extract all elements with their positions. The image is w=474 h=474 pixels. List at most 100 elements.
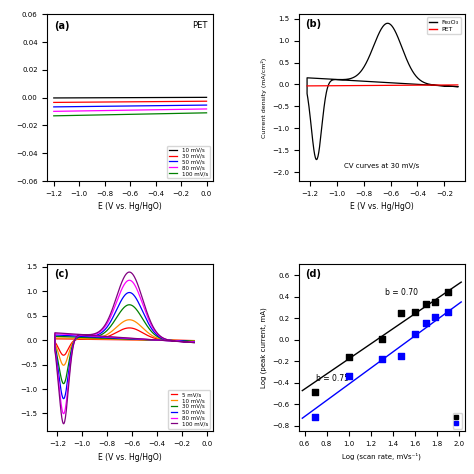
Point [398,352,405,360]
100 mV/s [191,340,197,346]
10 mV/s [204,94,210,100]
5 mV/s [191,338,197,344]
50 mV/s [127,290,132,295]
Line: 80 mV/s: 80 mV/s [54,109,207,111]
Point [422,319,429,327]
5 mV/s [61,352,66,358]
10 mV/s [142,95,147,100]
Text: (a): (a) [54,21,70,31]
80 mV/s [51,109,56,114]
50 mV/s [145,103,150,109]
80 mV/s [124,278,130,284]
Line: 30 mV/s: 30 mV/s [55,305,194,383]
Line: 10 mV/s: 10 mV/s [54,97,207,98]
80 mV/s [191,339,197,345]
Line: 80 mV/s: 80 mV/s [55,280,194,414]
50 mV/s [82,334,88,339]
50 mV/s [52,104,57,109]
Line: 5 mV/s: 5 mV/s [55,328,194,355]
30 mV/s [82,335,88,340]
100 mV/s [52,113,57,118]
Point [378,335,386,343]
30 mV/s [191,338,197,344]
Point [445,308,452,316]
50 mV/s [174,338,180,344]
80 mV/s [52,109,57,114]
10 mV/s [124,317,130,323]
30 mV/s [51,100,56,105]
Y-axis label: Log (peak current, mA): Log (peak current, mA) [260,308,266,388]
Point [411,331,419,338]
100 mV/s [153,329,159,335]
10 mV/s [91,336,96,341]
80 mV/s [191,339,197,345]
50 mV/s [153,331,159,337]
50 mV/s [75,333,81,339]
100 mV/s [127,269,132,275]
100 mV/s [61,421,66,427]
80 mV/s [204,106,210,112]
30 mV/s [145,99,150,105]
100 mV/s [51,113,56,118]
50 mV/s [180,102,185,108]
10 mV/s [153,335,159,340]
5 mV/s [127,325,132,331]
10 mV/s [82,336,88,341]
30 mV/s [153,333,159,338]
30 mV/s [174,338,180,344]
Text: CV curves at 30 mV/s: CV curves at 30 mV/s [344,164,419,169]
Line: 10 mV/s: 10 mV/s [55,320,194,365]
30 mV/s [204,99,210,104]
Text: (c): (c) [54,270,69,280]
50 mV/s [61,396,66,401]
100 mV/s [180,110,185,116]
30 mV/s [180,99,185,104]
10 mV/s [191,338,197,344]
10 mV/s [52,95,57,101]
100 mV/s [75,331,81,337]
Legend: , : , [453,413,462,428]
Legend: Fe₂O₃, PET: Fe₂O₃, PET [427,18,461,34]
10 mV/s [141,95,147,100]
10 mV/s [51,95,56,101]
30 mV/s [52,100,57,105]
Point [345,373,353,380]
5 mV/s [153,336,159,341]
50 mV/s [91,333,96,339]
100 mV/s [145,111,150,117]
80 mV/s [190,106,195,112]
100 mV/s [141,111,147,117]
80 mV/s [141,107,147,113]
50 mV/s [141,103,147,109]
Point [378,356,386,363]
80 mV/s [142,107,147,113]
Point [445,289,452,296]
Line: 100 mV/s: 100 mV/s [55,272,194,424]
100 mV/s [82,332,88,337]
100 mV/s [191,340,197,346]
Point [311,413,319,421]
80 mV/s [61,411,66,417]
30 mV/s [191,338,197,344]
50 mV/s [142,103,147,109]
X-axis label: E (V vs. Hg/HgO): E (V vs. Hg/HgO) [98,202,162,211]
80 mV/s [75,332,81,338]
Line: 30 mV/s: 30 mV/s [54,101,207,102]
100 mV/s [204,110,210,116]
10 mV/s [127,317,132,323]
80 mV/s [180,107,185,112]
X-axis label: E (V vs. Hg/HgO): E (V vs. Hg/HgO) [350,202,414,211]
5 mV/s [191,338,197,344]
Line: 50 mV/s: 50 mV/s [54,105,207,107]
10 mV/s [61,363,66,368]
10 mV/s [174,337,180,343]
80 mV/s [127,277,132,283]
30 mV/s [190,99,195,104]
50 mV/s [191,339,197,345]
80 mV/s [153,330,159,336]
Point [311,388,319,395]
50 mV/s [124,290,130,296]
X-axis label: E (V vs. Hg/HgO): E (V vs. Hg/HgO) [98,453,162,462]
5 mV/s [124,325,130,331]
80 mV/s [145,107,150,113]
